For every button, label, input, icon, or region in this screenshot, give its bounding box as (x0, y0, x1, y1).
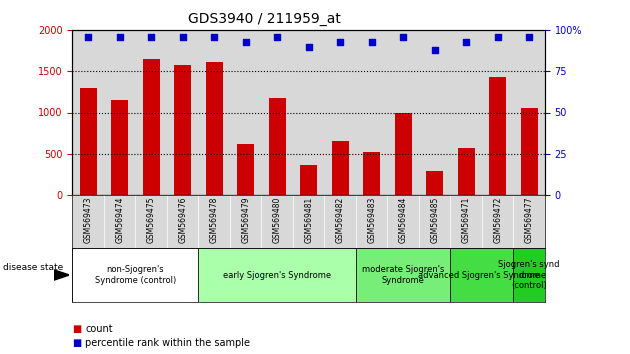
Polygon shape (54, 270, 69, 280)
Point (83, 34, 93, 39)
Point (524, 34, 534, 39)
Point (493, 34, 503, 39)
Text: ■: ■ (72, 338, 82, 348)
Bar (394, 113, 412, 195)
Text: moderate Sjogren's
Syndrome: moderate Sjogren's Syndrome (362, 265, 444, 285)
Text: GSM569475: GSM569475 (147, 196, 156, 243)
Bar (426, 171, 444, 195)
Bar (363, 152, 381, 195)
Text: non-Sjogren's
Syndrome (control): non-Sjogren's Syndrome (control) (95, 265, 176, 285)
Text: GSM569479: GSM569479 (241, 196, 250, 243)
Point (241, 39, 251, 44)
Point (367, 39, 377, 44)
Bar (142, 59, 160, 195)
Bar (513, 248, 545, 302)
Point (461, 39, 471, 44)
Text: advanced Sjogren's Syndrome: advanced Sjogren's Syndrome (418, 270, 546, 280)
Text: GSM569482: GSM569482 (336, 196, 345, 243)
Bar (300, 165, 318, 195)
Bar (268, 98, 286, 195)
Bar (457, 148, 475, 195)
Bar (489, 77, 507, 195)
Text: GSM569478: GSM569478 (210, 196, 219, 243)
Bar (331, 141, 349, 195)
Point (272, 34, 282, 39)
Bar (450, 248, 513, 302)
Text: GSM569472: GSM569472 (493, 196, 502, 243)
Bar (111, 100, 129, 195)
Text: GSM569484: GSM569484 (399, 196, 408, 243)
Text: GSM569485: GSM569485 (430, 196, 439, 243)
Point (398, 34, 408, 39)
Text: early Sjogren's Syndrome: early Sjogren's Syndrome (223, 270, 331, 280)
Text: Sjogren's synd
rome
(control): Sjogren's synd rome (control) (498, 260, 560, 290)
Point (335, 39, 345, 44)
Text: GSM569471: GSM569471 (462, 196, 471, 243)
Point (115, 34, 125, 39)
Bar (205, 62, 223, 195)
Text: ■: ■ (72, 324, 82, 334)
Point (430, 47, 440, 53)
Text: GSM569477: GSM569477 (525, 196, 534, 243)
Text: GSM569474: GSM569474 (115, 196, 124, 243)
Text: GSM569473: GSM569473 (84, 196, 93, 243)
Point (146, 34, 156, 39)
Point (304, 44, 314, 49)
Bar (237, 144, 255, 195)
Bar (520, 108, 538, 195)
Text: GSM569481: GSM569481 (304, 196, 313, 243)
Bar (174, 65, 192, 195)
Text: percentile rank within the sample: percentile rank within the sample (85, 338, 250, 348)
Text: GSM569480: GSM569480 (273, 196, 282, 243)
Text: GDS3940 / 211959_at: GDS3940 / 211959_at (188, 12, 341, 27)
Text: count: count (85, 324, 113, 334)
Text: GSM569483: GSM569483 (367, 196, 376, 243)
Bar (79, 88, 97, 195)
Bar (198, 248, 356, 302)
Point (209, 34, 219, 39)
Bar (356, 248, 450, 302)
Text: disease state: disease state (3, 263, 64, 273)
Text: GSM569476: GSM569476 (178, 196, 187, 243)
Bar (72, 248, 198, 302)
Point (178, 34, 188, 39)
